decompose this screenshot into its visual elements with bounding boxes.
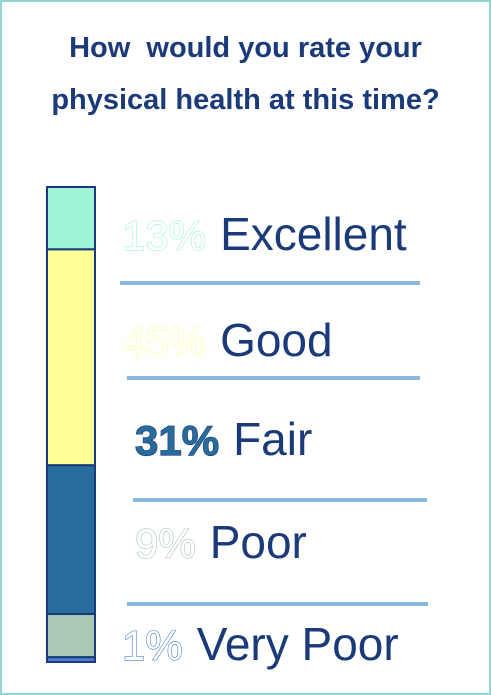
value-label: 31% xyxy=(135,417,219,464)
value-label: 45% xyxy=(122,318,206,365)
bar-segment xyxy=(46,464,96,616)
bar-segment xyxy=(46,656,96,664)
bar-segment xyxy=(46,186,96,251)
value-label: 13% xyxy=(122,212,206,259)
label: 1% Very Poor xyxy=(122,618,399,670)
category-label: Fair xyxy=(233,413,312,465)
label: 31% Fair xyxy=(135,413,312,465)
category-label: Very Poor xyxy=(197,618,399,670)
category-label: Poor xyxy=(210,516,307,568)
label: 9% Poor xyxy=(135,516,307,568)
value-label: 1% xyxy=(122,622,183,669)
label: 13% Excellent xyxy=(122,208,407,260)
value-label: 9% xyxy=(135,520,196,567)
label: 45% Good xyxy=(122,314,333,366)
chart-title: How would you rate your physical health … xyxy=(51,32,440,116)
bar-segment xyxy=(46,613,96,659)
category-label: Excellent xyxy=(220,208,407,260)
category-label: Good xyxy=(220,314,333,366)
bar-segment xyxy=(46,248,96,467)
